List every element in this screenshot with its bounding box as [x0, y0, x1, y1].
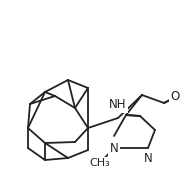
Text: NH: NH	[109, 98, 127, 111]
Text: N: N	[110, 142, 118, 155]
Text: CH₃: CH₃	[90, 158, 110, 168]
Text: N: N	[144, 151, 152, 164]
Text: O: O	[170, 90, 180, 103]
